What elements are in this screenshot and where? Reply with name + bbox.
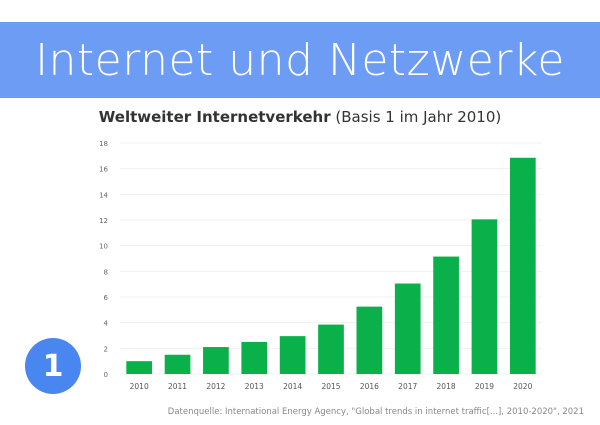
bar-2010: [126, 361, 153, 374]
y-tick-label: 8: [104, 268, 108, 276]
x-tick-label: 2014: [283, 382, 302, 391]
x-tick-label: 2018: [437, 382, 456, 391]
y-tick-label: 0: [104, 371, 108, 379]
bar-2012: [203, 347, 229, 374]
slide-number-badge: 1: [25, 338, 81, 394]
x-tick-label: 2013: [245, 382, 264, 391]
y-tick-label: 12: [99, 217, 108, 225]
x-tick-label: 2019: [475, 382, 494, 391]
chart-title-rest: (Basis 1 im Jahr 2010): [335, 108, 502, 126]
bar-2015: [318, 324, 344, 374]
y-tick-label: 6: [104, 294, 109, 302]
y-tick-label: 14: [99, 191, 108, 199]
bar-2018: [433, 256, 459, 374]
x-tick-label: 2010: [130, 382, 149, 391]
y-tick-label: 2: [104, 345, 108, 353]
chart-title: Weltweiter Internetverkehr (Basis 1 im J…: [0, 108, 600, 126]
y-tick-label: 4: [104, 320, 109, 328]
y-tick-label: 18: [99, 140, 108, 148]
x-tick-label: 2011: [168, 382, 187, 391]
bar-2019: [471, 219, 498, 374]
slide-title: Internet und Netzwerke: [0, 22, 600, 98]
x-tick-label: 2012: [206, 382, 225, 391]
x-tick-label: 2015: [321, 382, 340, 391]
y-tick-label: 10: [99, 243, 108, 251]
chart-title-bold: Weltweiter Internetverkehr: [98, 108, 331, 126]
x-tick-label: 2020: [513, 382, 532, 391]
bar-2013: [241, 341, 268, 374]
bar-2014: [279, 336, 306, 374]
data-source: Datenquelle: International Energy Agency…: [167, 407, 584, 417]
bar-2020: [509, 157, 536, 374]
bar-2011: [164, 354, 191, 374]
y-tick-label: 16: [99, 166, 108, 174]
bar-2016: [356, 306, 383, 374]
bar-2017: [394, 283, 421, 374]
x-tick-label: 2017: [398, 382, 417, 391]
x-tick-label: 2016: [360, 382, 379, 391]
